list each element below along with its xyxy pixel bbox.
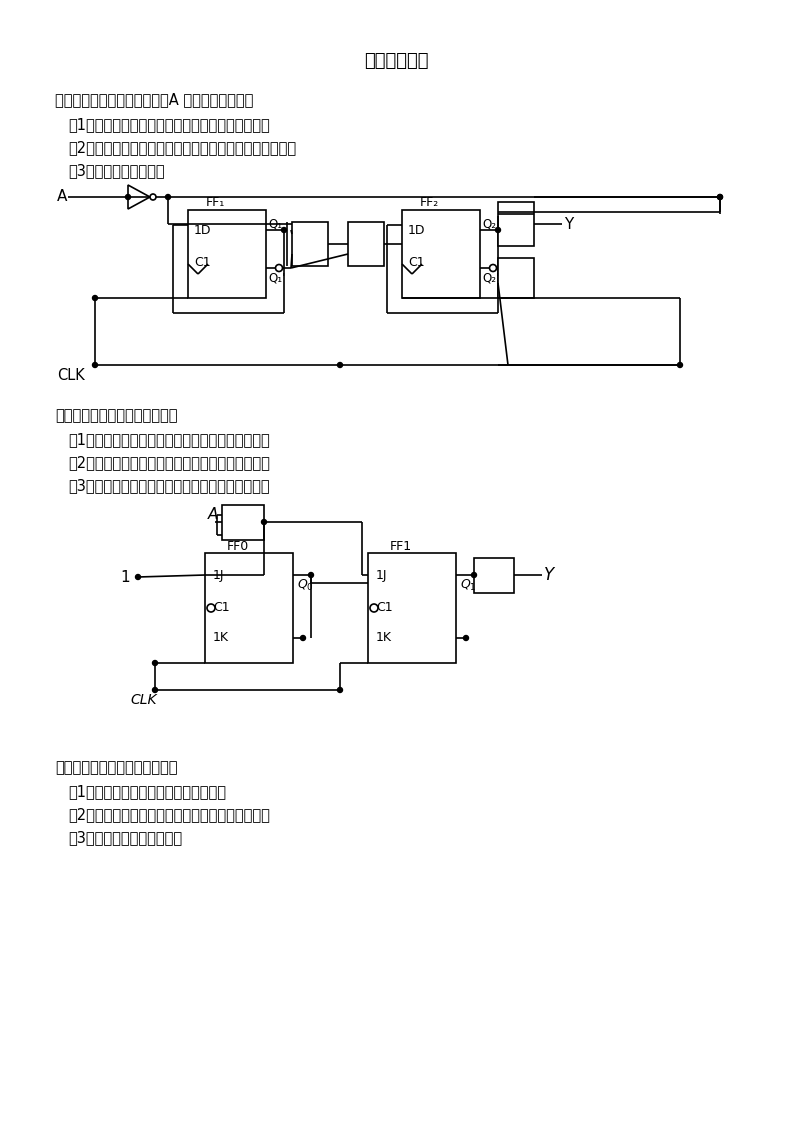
Bar	[474, 558, 514, 594]
Bar	[498, 202, 534, 246]
Bar	[348, 222, 384, 266]
Text: 1K: 1K	[376, 631, 392, 644]
Circle shape	[207, 604, 215, 611]
Bar	[188, 210, 266, 298]
Text: （2）列出电路的状态转换表，并画出状态转换图；: （2）列出电路的状态转换表，并画出状态转换图；	[68, 807, 270, 822]
Text: C1: C1	[213, 601, 230, 614]
Text: （1）写出电路的驱动方程、状态方程、输出方程；: （1）写出电路的驱动方程、状态方程、输出方程；	[68, 432, 270, 447]
Text: Q₁: Q₁	[268, 217, 282, 230]
Text: 1J: 1J	[376, 569, 388, 582]
Text: （1）写出电路的驱动方程、状态方程；: （1）写出电路的驱动方程、状态方程；	[68, 784, 226, 799]
Text: （2）列出电路的状态转换表，并画出状态转换图；: （2）列出电路的状态转换表，并画出状态转换图；	[68, 456, 270, 470]
Text: 1: 1	[121, 570, 130, 585]
Text: CLK: CLK	[57, 368, 85, 383]
Text: Q₂': Q₂'	[482, 272, 500, 284]
Text: Y: Y	[564, 217, 573, 231]
Bar	[498, 258, 534, 298]
Text: （1）写出电路的驱动方程、状态方程、输出方程；: （1）写出电路的驱动方程、状态方程、输出方程；	[68, 117, 270, 132]
Circle shape	[718, 194, 722, 200]
Circle shape	[166, 194, 170, 200]
Circle shape	[338, 362, 343, 368]
Bar	[402, 210, 480, 298]
Bar	[292, 222, 328, 266]
Text: （3）说明电路的功能。: （3）说明电路的功能。	[68, 163, 165, 178]
Circle shape	[93, 295, 98, 301]
Circle shape	[718, 194, 722, 200]
Circle shape	[489, 265, 496, 272]
Circle shape	[301, 635, 305, 641]
Circle shape	[125, 194, 131, 200]
Text: Q₁': Q₁'	[268, 272, 285, 284]
Text: 一、分析图所示的时序电路。A 为输入逻辑变量。: 一、分析图所示的时序电路。A 为输入逻辑变量。	[55, 92, 254, 107]
Circle shape	[152, 688, 158, 692]
Circle shape	[150, 194, 156, 200]
Text: A: A	[57, 188, 67, 204]
Circle shape	[136, 574, 140, 579]
Text: C1: C1	[408, 256, 424, 269]
Text: FF1: FF1	[390, 540, 412, 553]
Text: 1D: 1D	[408, 224, 426, 237]
Circle shape	[275, 265, 282, 272]
Text: FF₂: FF₂	[420, 196, 439, 209]
Circle shape	[370, 604, 378, 611]
Text: 1D: 1D	[194, 224, 212, 237]
Bar	[222, 505, 264, 540]
Text: 1J: 1J	[213, 569, 224, 582]
Text: CLK: CLK	[130, 693, 157, 707]
Text: C1: C1	[194, 256, 211, 269]
Text: （2）列出电路的状态转换表，并画出完整的状态转换图；: （2）列出电路的状态转换表，并画出完整的状态转换图；	[68, 140, 296, 155]
Text: $Q_0$: $Q_0$	[297, 578, 314, 594]
Text: （3）说明电路能否自启动。: （3）说明电路能否自启动。	[68, 830, 182, 845]
Text: 二、分析如图所示的时序电路。: 二、分析如图所示的时序电路。	[55, 408, 178, 423]
Text: 1K: 1K	[213, 631, 229, 644]
Text: Y: Y	[544, 565, 554, 583]
Bar	[368, 553, 456, 663]
Circle shape	[282, 228, 286, 232]
Circle shape	[308, 572, 313, 578]
Text: 时序逻辑电路: 时序逻辑电路	[364, 52, 428, 70]
Text: FF0: FF0	[227, 540, 249, 553]
Text: A: A	[208, 507, 218, 522]
Text: 三、分析如图所示的时序电路。: 三、分析如图所示的时序电路。	[55, 760, 178, 775]
Text: Q₂: Q₂	[482, 217, 496, 230]
Circle shape	[496, 228, 500, 232]
Circle shape	[472, 572, 477, 578]
Text: C1: C1	[376, 601, 393, 614]
Text: （3）检查电路能否自启动，说明电路实现的功能。: （3）检查电路能否自启动，说明电路实现的功能。	[68, 478, 270, 493]
Circle shape	[152, 661, 158, 665]
Circle shape	[93, 362, 98, 368]
Circle shape	[262, 519, 266, 524]
Circle shape	[338, 688, 343, 692]
Text: $Q_1$: $Q_1$	[460, 578, 477, 594]
Circle shape	[677, 362, 683, 368]
Circle shape	[463, 635, 469, 641]
Bar	[205, 553, 293, 663]
Text: FF₁: FF₁	[206, 196, 225, 209]
